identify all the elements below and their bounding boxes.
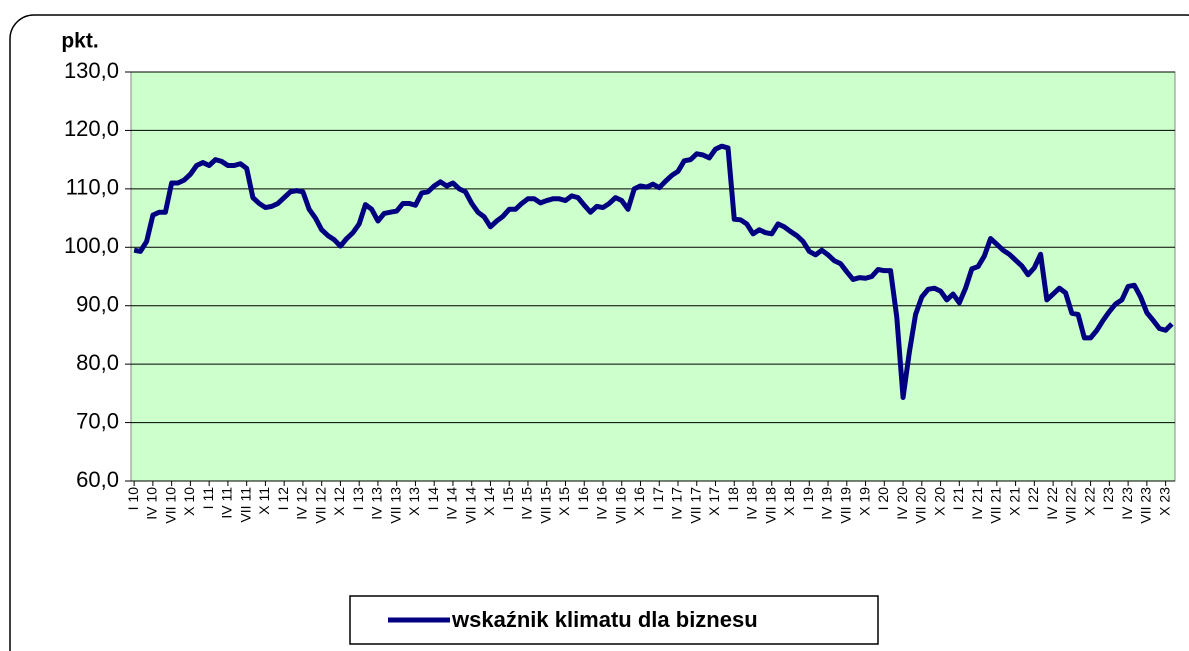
x-tick-label: IV 23 xyxy=(1119,487,1135,520)
x-tick-label: IV 13 xyxy=(369,487,385,520)
x-tick-label: X 15 xyxy=(556,487,572,516)
x-tick-label: IV 21 xyxy=(969,487,985,520)
x-tick-label: VII 20 xyxy=(913,487,929,524)
x-tick-label: IV 10 xyxy=(144,487,160,520)
x-tick-label: VII 17 xyxy=(687,487,703,524)
y-axis-label: pkt. xyxy=(61,30,98,53)
x-tick-label: VII 13 xyxy=(387,487,403,524)
x-tick-label: I 19 xyxy=(800,487,816,511)
legend-box xyxy=(349,595,879,645)
x-tick-label: X 23 xyxy=(1156,487,1172,516)
x-tick-label: VII 23 xyxy=(1138,487,1154,524)
x-tick-label: I 15 xyxy=(500,487,516,511)
x-tick-label: I 18 xyxy=(725,487,741,511)
x-tick-label: X 14 xyxy=(481,487,497,516)
y-tick-label: 120,0 xyxy=(64,116,119,141)
x-tick-label: I 16 xyxy=(575,487,591,511)
x-tick-label: VII 12 xyxy=(312,487,328,524)
x-tick-label: VII 10 xyxy=(162,487,178,524)
x-tick-label: VII 21 xyxy=(988,487,1004,524)
plot-area xyxy=(130,71,1176,482)
x-tick-label: X 20 xyxy=(931,487,947,516)
x-tick-label: I 12 xyxy=(275,487,291,511)
x-tick-label: I 14 xyxy=(425,487,441,511)
x-tick-label: IV 22 xyxy=(1044,487,1060,520)
x-tick-label: I 22 xyxy=(1025,487,1041,511)
x-tick-label: VII 15 xyxy=(537,487,553,524)
x-tick-label: IV 15 xyxy=(519,487,535,520)
x-tick-label: I 23 xyxy=(1100,487,1116,511)
x-tick-label: IV 18 xyxy=(744,487,760,520)
y-tick-label: 80,0 xyxy=(76,350,119,375)
x-tick-label: I 17 xyxy=(650,487,666,511)
x-tick-label: X 16 xyxy=(631,487,647,516)
x-tick-label: X 21 xyxy=(1006,487,1022,516)
x-tick-label: X 11 xyxy=(256,487,272,515)
x-tick-label: VII 14 xyxy=(462,487,478,524)
x-tick-label: I 21 xyxy=(950,487,966,511)
x-tick-label: X 12 xyxy=(331,487,347,516)
x-tick-label: X 10 xyxy=(181,487,197,516)
x-tick-label: IV 16 xyxy=(594,487,610,520)
x-tick-label: I 11 xyxy=(200,487,216,510)
legend-label: wskaźnik klimatu dla biznesu xyxy=(451,607,758,632)
y-tick-label: 130,0 xyxy=(64,58,119,83)
y-tick-label: 90,0 xyxy=(76,292,119,317)
y-tick-label: 60,0 xyxy=(76,467,119,492)
data-line xyxy=(133,143,1174,400)
x-tick-label: I 13 xyxy=(350,487,366,511)
x-tick-label: VII 19 xyxy=(837,487,853,524)
x-tick-label: VII 11 xyxy=(237,487,253,523)
x-tick-label: VII 22 xyxy=(1063,487,1079,524)
x-tick-label: X 13 xyxy=(406,487,422,516)
x-tick-label: X 17 xyxy=(706,487,722,516)
x-tick-label: IV 11 xyxy=(219,487,235,519)
x-tick-label: I 10 xyxy=(125,487,141,511)
x-tick-label: X 19 xyxy=(856,487,872,516)
y-tick-label: 110,0 xyxy=(66,175,119,200)
x-tick-label: I 20 xyxy=(875,487,891,511)
x-tick-label: X 18 xyxy=(781,487,797,516)
x-tick-label: X 22 xyxy=(1081,487,1097,516)
x-tick-label: VII 18 xyxy=(762,487,778,524)
x-tick-label: IV 19 xyxy=(819,487,835,520)
x-tick-label: IV 17 xyxy=(669,487,685,520)
y-tick-label: 70,0 xyxy=(76,408,119,433)
x-tick-label: IV 14 xyxy=(444,487,460,520)
x-tick-label: VII 16 xyxy=(612,487,628,524)
x-tick-label: IV 12 xyxy=(294,487,310,520)
x-tick-label: IV 20 xyxy=(894,487,910,520)
y-tick-label: 100,0 xyxy=(64,233,119,258)
